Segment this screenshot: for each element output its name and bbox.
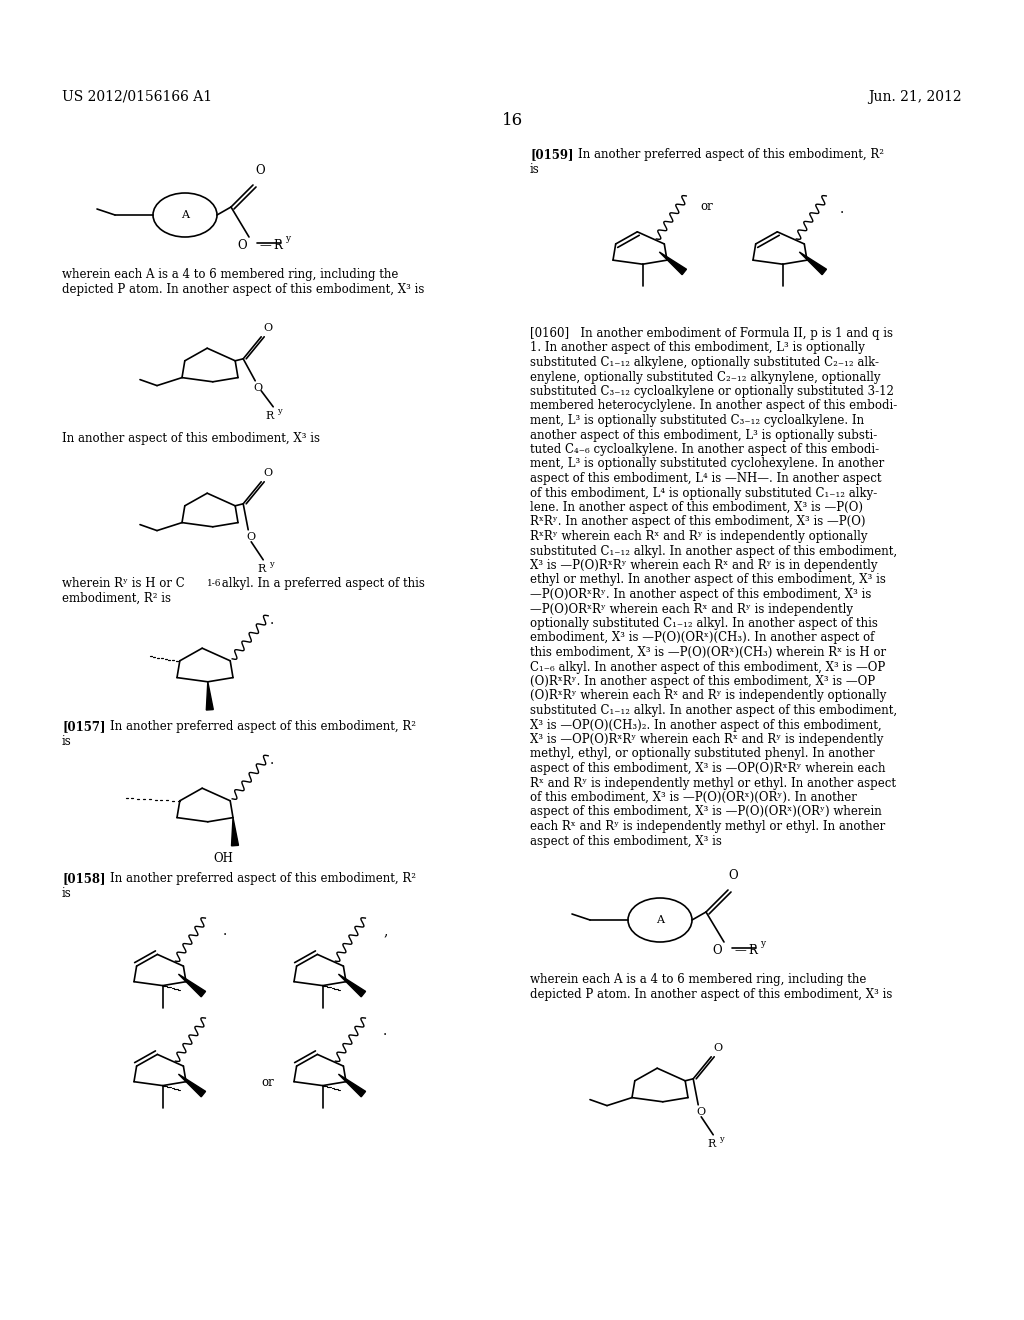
Text: depicted P atom. In another aspect of this embodiment, X³ is: depicted P atom. In another aspect of th…: [530, 987, 892, 1001]
Text: [0159]: [0159]: [530, 148, 573, 161]
Text: In another aspect of this embodiment, X³ is: In another aspect of this embodiment, X³…: [62, 432, 319, 445]
Text: —P(O)ORˣRʸ wherein each Rˣ and Rʸ is independently: —P(O)ORˣRʸ wherein each Rˣ and Rʸ is ind…: [530, 602, 853, 615]
Text: X³ is —OP(O)RˣRʸ wherein each Rˣ and Rʸ is independently: X³ is —OP(O)RˣRʸ wherein each Rˣ and Rʸ …: [530, 733, 884, 746]
Text: (O)RˣRʸ. In another aspect of this embodiment, X³ is —OP: (O)RˣRʸ. In another aspect of this embod…: [530, 675, 876, 688]
Text: substituted C₁₋₁₂ alkylene, optionally substituted C₂₋₁₂ alk-: substituted C₁₋₁₂ alkylene, optionally s…: [530, 356, 879, 370]
Text: O: O: [255, 164, 264, 177]
Text: .: .: [383, 1024, 387, 1038]
Polygon shape: [206, 682, 213, 710]
Text: substituted C₁₋₁₂ alkyl. In another aspect of this embodiment,: substituted C₁₋₁₂ alkyl. In another aspe…: [530, 544, 897, 557]
Text: wherein each A is a 4 to 6 membered ring, including the: wherein each A is a 4 to 6 membered ring…: [62, 268, 398, 281]
Text: RˣRʸ wherein each Rˣ and Rʸ is independently optionally: RˣRʸ wherein each Rˣ and Rʸ is independe…: [530, 531, 867, 543]
Text: X³ is —P(O)RˣRʸ wherein each Rˣ and Rʸ is in dependently: X³ is —P(O)RˣRʸ wherein each Rˣ and Rʸ i…: [530, 558, 878, 572]
Text: In another preferred aspect of this embodiment, R²: In another preferred aspect of this embo…: [110, 873, 416, 884]
Text: methyl, ethyl, or optionally substituted phenyl. In another: methyl, ethyl, or optionally substituted…: [530, 747, 874, 760]
Text: or: or: [700, 201, 713, 213]
Text: R: R: [257, 564, 265, 574]
Polygon shape: [231, 817, 239, 846]
Text: Rˣ and Rʸ is independently methyl or ethyl. In another aspect: Rˣ and Rʸ is independently methyl or eth…: [530, 776, 896, 789]
Text: O: O: [728, 869, 737, 882]
Text: aspect of this embodiment, L⁴ is —NH—. In another aspect: aspect of this embodiment, L⁴ is —NH—. I…: [530, 473, 882, 484]
Text: R: R: [748, 944, 757, 957]
Text: R: R: [708, 1139, 716, 1148]
Text: .: .: [840, 202, 844, 216]
Text: O: O: [238, 239, 247, 252]
Text: another aspect of this embodiment, L³ is optionally substi-: another aspect of this embodiment, L³ is…: [530, 429, 878, 441]
Text: of this embodiment, X³ is —P(O)(ORˣ)(ORʸ). In another: of this embodiment, X³ is —P(O)(ORˣ)(ORʸ…: [530, 791, 857, 804]
Polygon shape: [178, 1074, 206, 1097]
Text: .: .: [223, 924, 227, 939]
Text: lene. In another aspect of this embodiment, X³ is —P(O): lene. In another aspect of this embodime…: [530, 502, 863, 513]
Text: O: O: [713, 1043, 722, 1053]
Text: RˣRʸ. In another aspect of this embodiment, X³ is —P(O): RˣRʸ. In another aspect of this embodime…: [530, 516, 865, 528]
Text: [0158]: [0158]: [62, 873, 105, 884]
Text: O: O: [263, 323, 272, 333]
Text: is: is: [62, 735, 72, 748]
Text: aspect of this embodiment, X³ is —OP(O)RˣRʸ wherein each: aspect of this embodiment, X³ is —OP(O)R…: [530, 762, 886, 775]
Text: depicted P atom. In another aspect of this embodiment, X³ is: depicted P atom. In another aspect of th…: [62, 282, 424, 296]
Text: substituted C₃₋₁₂ cycloalkylene or optionally substituted 3-12: substituted C₃₋₁₂ cycloalkylene or optio…: [530, 385, 894, 399]
Text: y: y: [760, 939, 765, 948]
Text: membered heterocyclylene. In another aspect of this embodi-: membered heterocyclylene. In another asp…: [530, 400, 897, 412]
Text: substituted C₁₋₁₂ alkyl. In another aspect of this embodiment,: substituted C₁₋₁₂ alkyl. In another aspe…: [530, 704, 897, 717]
Polygon shape: [338, 974, 366, 997]
Polygon shape: [178, 974, 206, 997]
Text: optionally substituted C₁₋₁₂ alkyl. In another aspect of this: optionally substituted C₁₋₁₂ alkyl. In a…: [530, 616, 878, 630]
Text: of this embodiment, L⁴ is optionally substituted C₁₋₁₂ alky-: of this embodiment, L⁴ is optionally sub…: [530, 487, 878, 499]
Text: wherein each A is a 4 to 6 membered ring, including the: wherein each A is a 4 to 6 membered ring…: [530, 973, 866, 986]
Text: X³ is —OP(O)(CH₃)₂. In another aspect of this embodiment,: X³ is —OP(O)(CH₃)₂. In another aspect of…: [530, 718, 882, 731]
Text: —P(O)ORˣRʸ. In another aspect of this embodiment, X³ is: —P(O)ORˣRʸ. In another aspect of this em…: [530, 587, 871, 601]
Text: R: R: [273, 239, 282, 252]
Text: O: O: [253, 383, 262, 393]
Text: aspect of this embodiment, X³ is —P(O)(ORˣ)(ORʸ) wherein: aspect of this embodiment, X³ is —P(O)(O…: [530, 805, 882, 818]
Text: O: O: [696, 1106, 706, 1117]
Text: OH: OH: [213, 851, 232, 865]
Text: ment, L³ is optionally substituted C₃₋₁₂ cycloalkylene. In: ment, L³ is optionally substituted C₃₋₁₂…: [530, 414, 864, 426]
Text: A: A: [181, 210, 189, 220]
Text: In another preferred aspect of this embodiment, R²: In another preferred aspect of this embo…: [578, 148, 884, 161]
Text: [0157]: [0157]: [62, 719, 105, 733]
Text: (O)RˣRʸ wherein each Rˣ and Rʸ is independently optionally: (O)RˣRʸ wherein each Rˣ and Rʸ is indepe…: [530, 689, 887, 702]
Text: embodiment, X³ is —P(O)(ORˣ)(CH₃). In another aspect of: embodiment, X³ is —P(O)(ORˣ)(CH₃). In an…: [530, 631, 874, 644]
Text: y: y: [285, 234, 290, 243]
Text: each Rˣ and Rʸ is independently methyl or ethyl. In another: each Rˣ and Rʸ is independently methyl o…: [530, 820, 886, 833]
Text: R: R: [265, 411, 273, 421]
Text: Jun. 21, 2012: Jun. 21, 2012: [868, 90, 962, 104]
Text: y: y: [278, 407, 282, 414]
Text: US 2012/0156166 A1: US 2012/0156166 A1: [62, 90, 212, 104]
Text: is: is: [62, 887, 72, 900]
Text: ,: ,: [383, 924, 387, 939]
Text: C₁₋₆ alkyl. In another aspect of this embodiment, X³ is —OP: C₁₋₆ alkyl. In another aspect of this em…: [530, 660, 886, 673]
Polygon shape: [800, 252, 826, 275]
Text: tuted C₄₋₆ cycloalkylene. In another aspect of this embodi-: tuted C₄₋₆ cycloalkylene. In another asp…: [530, 444, 880, 455]
Text: .: .: [270, 752, 274, 767]
Text: 1-6: 1-6: [207, 579, 221, 587]
Text: O: O: [246, 532, 255, 541]
Text: .: .: [270, 612, 274, 627]
Polygon shape: [659, 252, 686, 275]
Text: O: O: [263, 467, 272, 478]
Text: In another preferred aspect of this embodiment, R²: In another preferred aspect of this embo…: [110, 719, 416, 733]
Polygon shape: [338, 1074, 366, 1097]
Text: or: or: [261, 1076, 274, 1089]
Text: is: is: [530, 162, 540, 176]
Text: enylene, optionally substituted C₂₋₁₂ alkynylene, optionally: enylene, optionally substituted C₂₋₁₂ al…: [530, 371, 881, 384]
Text: alkyl. In a preferred aspect of this: alkyl. In a preferred aspect of this: [218, 577, 425, 590]
Text: [0160]   In another embodiment of Formula II, p is 1 and q is: [0160] In another embodiment of Formula …: [530, 327, 893, 341]
Text: O: O: [713, 944, 722, 957]
Text: —: —: [259, 239, 270, 252]
Text: this embodiment, X³ is —P(O)(ORˣ)(CH₃) wherein Rˣ is H or: this embodiment, X³ is —P(O)(ORˣ)(CH₃) w…: [530, 645, 886, 659]
Text: ment, L³ is optionally substituted cyclohexylene. In another: ment, L³ is optionally substituted cyclo…: [530, 458, 885, 470]
Text: aspect of this embodiment, X³ is: aspect of this embodiment, X³ is: [530, 834, 722, 847]
Text: —: —: [734, 944, 745, 957]
Text: y: y: [269, 560, 274, 568]
Text: 1. In another aspect of this embodiment, L³ is optionally: 1. In another aspect of this embodiment,…: [530, 342, 865, 355]
Text: A: A: [656, 915, 664, 925]
Text: ethyl or methyl. In another aspect of this embodiment, X³ is: ethyl or methyl. In another aspect of th…: [530, 573, 886, 586]
Text: 16: 16: [502, 112, 522, 129]
Text: y: y: [719, 1135, 724, 1143]
Text: wherein Rʸ is H or C: wherein Rʸ is H or C: [62, 577, 184, 590]
Text: embodiment, R² is: embodiment, R² is: [62, 591, 171, 605]
